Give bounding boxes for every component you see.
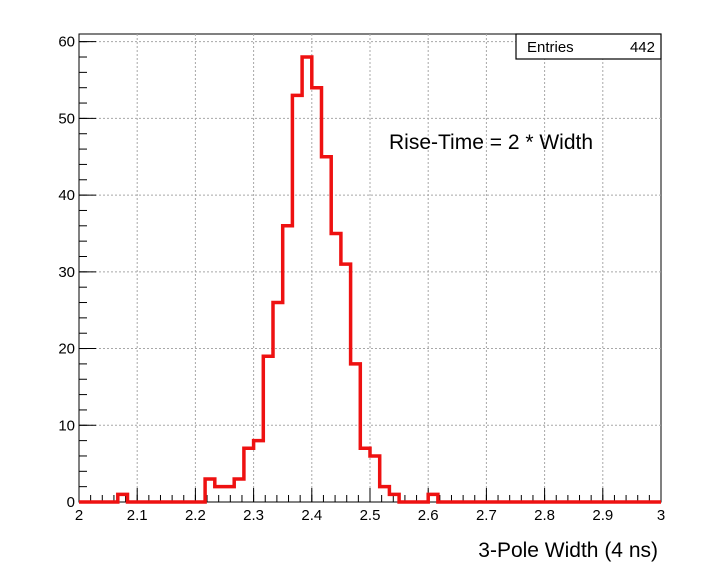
histogram-bin (234, 479, 244, 502)
y-tick-label: 20 (58, 341, 75, 358)
chart-annotation: Rise-Time = 2 * Width (389, 131, 593, 154)
x-tick-label: 2.8 (534, 507, 555, 524)
x-tick-labels: 2 2.1 2.2 2.3 2.4 2.5 2.6 2.7 2.8 2.9 3 (75, 507, 665, 524)
x-tick-label: 2.3 (243, 507, 264, 524)
x-tick-label: 2.7 (476, 507, 497, 524)
histogram-bin (225, 487, 235, 502)
x-axis-title: 3-Pole Width (4 ns) (478, 539, 658, 562)
histogram-bin (292, 95, 302, 502)
histogram-bin (351, 364, 361, 502)
y-tick-label: 30 (58, 264, 75, 281)
stats-entries-value: 442 (630, 39, 655, 56)
histogram-bin (205, 479, 215, 502)
y-tick-label: 40 (58, 187, 75, 204)
y-tick-label: 60 (58, 34, 75, 51)
histogram-bin (380, 487, 390, 502)
y-tick-label: 10 (58, 417, 75, 434)
histogram-bin (254, 441, 264, 502)
x-tick-label: 2.2 (185, 507, 206, 524)
x-tick-label: 2.6 (418, 507, 439, 524)
histogram-bin (215, 487, 225, 502)
histogram-bin (331, 233, 341, 502)
x-tick-label: 2.1 (127, 507, 148, 524)
grid-lines (79, 34, 661, 502)
histogram-series (79, 55, 661, 504)
histogram-bin (428, 494, 438, 502)
x-tick-label: 2.9 (592, 507, 613, 524)
histogram-bin (370, 456, 380, 502)
histogram-bin (263, 356, 273, 502)
x-tick-label: 2.5 (360, 507, 381, 524)
y-tick-label: 0 (67, 494, 75, 511)
histogram-bin (312, 88, 322, 502)
y-tick-label: 50 (58, 110, 75, 127)
histogram-bin (341, 264, 351, 502)
x-tick-label: 3 (657, 507, 665, 524)
x-tick-label: 2 (75, 507, 83, 524)
histogram-bin (322, 157, 332, 502)
histogram-bin (118, 494, 128, 502)
histogram-bin (389, 494, 399, 502)
histogram-bin (244, 448, 254, 502)
histogram-bin (302, 57, 312, 502)
x-tick-label: 2.4 (301, 507, 322, 524)
histogram-bin (360, 448, 370, 502)
y-tick-labels: 0 10 20 30 40 50 60 (58, 34, 75, 511)
histogram-bin (283, 226, 293, 502)
stats-box: Entries 442 (515, 33, 662, 60)
histogram-bin (273, 303, 283, 502)
stats-entries-label: Entries (527, 39, 574, 56)
